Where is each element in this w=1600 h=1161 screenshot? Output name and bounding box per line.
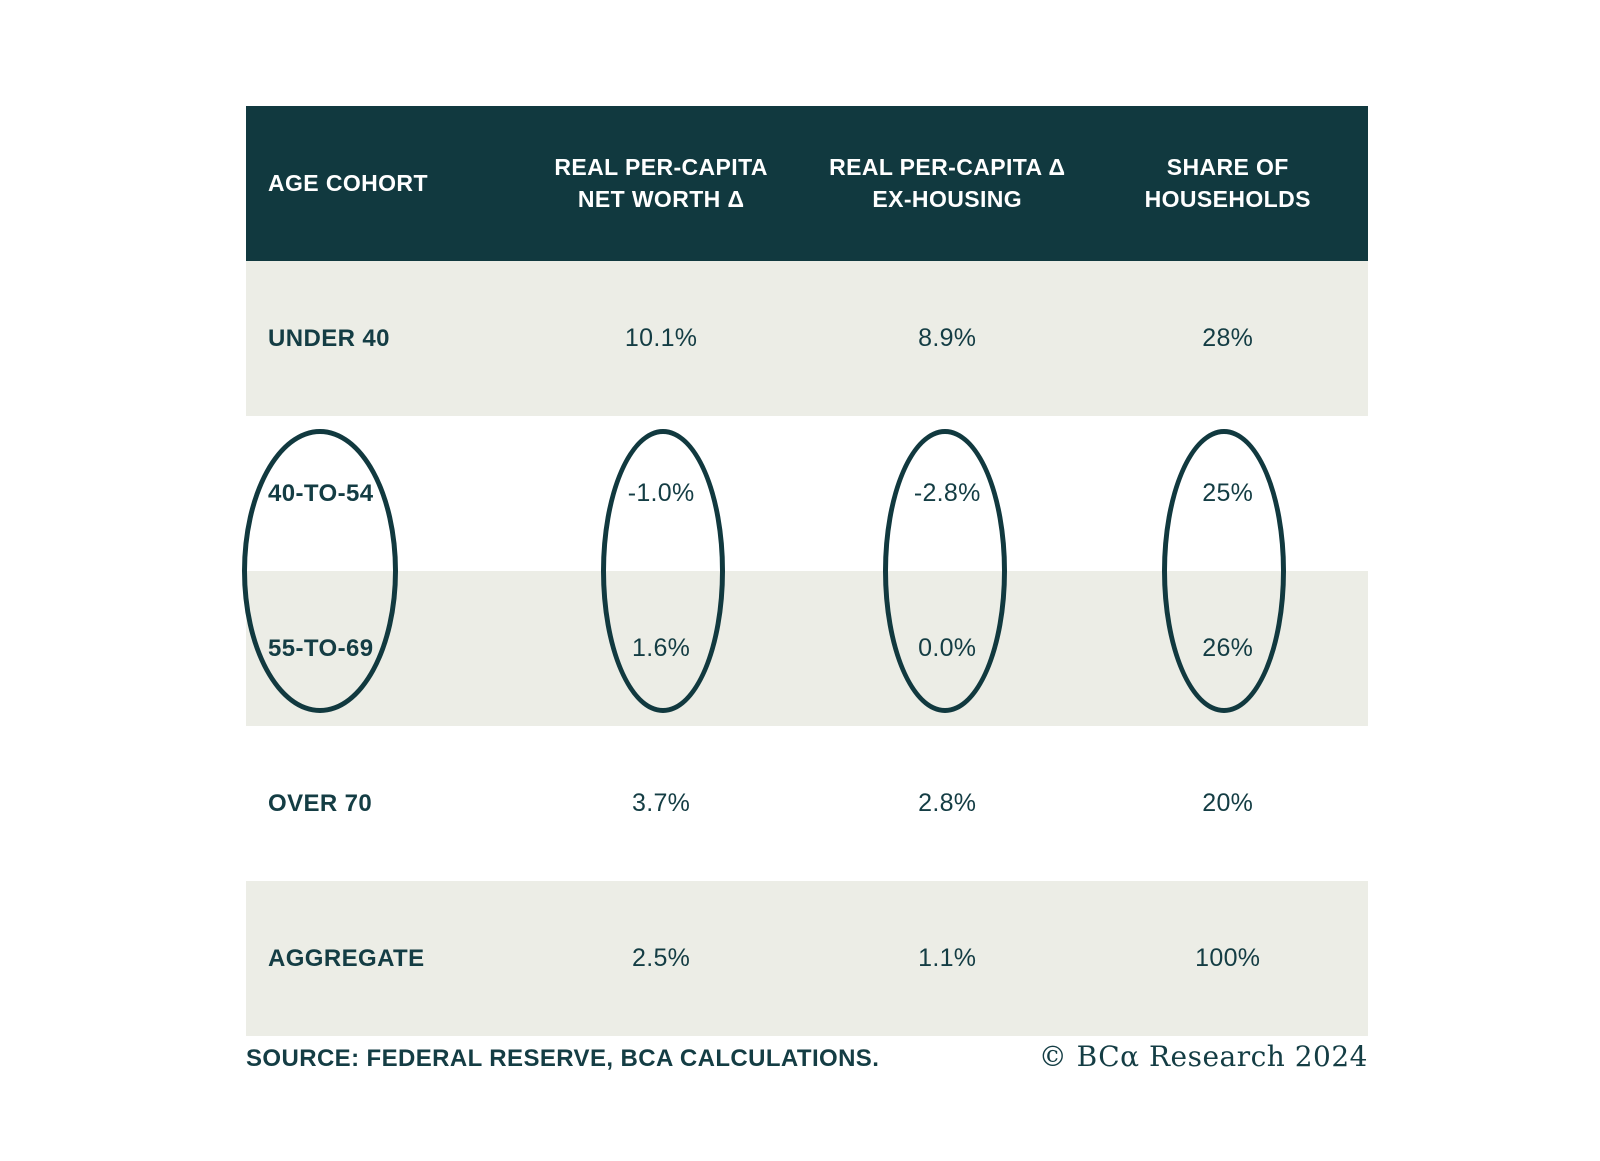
cohort-label: AGGREGATE xyxy=(268,944,425,972)
ex-housing-value: 8.9% xyxy=(918,324,977,352)
column-header-net-worth: REAL PER-CAPITA NET WORTH Δ xyxy=(554,154,768,212)
cohort-label: UNDER 40 xyxy=(268,324,390,352)
net-worth-value: 2.5% xyxy=(632,944,691,972)
share-value: 25% xyxy=(1202,479,1254,507)
cohort-label: 40-TO-54 xyxy=(268,479,374,507)
net-worth-value: 1.6% xyxy=(632,634,691,662)
cohort-table: AGE COHORT REAL PER-CAPITA NET WORTH Δ R… xyxy=(242,106,1368,1036)
table-row: 40-TO-54 -1.0% -2.8% 25% xyxy=(246,416,1368,571)
cohort-label: OVER 70 xyxy=(268,789,373,817)
table-row: UNDER 40 10.1% 8.9% 28% xyxy=(246,261,1368,416)
column-header-age-cohort: AGE COHORT xyxy=(268,169,428,196)
source-note: SOURCE: FEDERAL RESERVE, BCA CALCULATION… xyxy=(246,1045,880,1072)
footer: SOURCE: FEDERAL RESERVE, BCA CALCULATION… xyxy=(246,1040,1368,1073)
net-worth-value: -1.0% xyxy=(627,479,695,507)
share-value: 26% xyxy=(1202,634,1254,662)
table-header-row: AGE COHORT REAL PER-CAPITA NET WORTH Δ R… xyxy=(246,106,1368,261)
share-value: 20% xyxy=(1202,789,1254,817)
column-header-ex-housing: REAL PER-CAPITA Δ EX-HOUSING xyxy=(829,154,1066,212)
table-row: AGGREGATE 2.5% 1.1% 100% xyxy=(246,881,1368,1036)
bca-research-credit: © BCα Research 2024 xyxy=(1038,1040,1368,1073)
net-worth-value: 10.1% xyxy=(624,324,698,352)
ex-housing-value: -2.8% xyxy=(913,479,981,507)
net-worth-value: 3.7% xyxy=(632,789,691,817)
share-value: 28% xyxy=(1202,324,1254,352)
ex-housing-value: 1.1% xyxy=(918,944,977,972)
share-value: 100% xyxy=(1195,944,1261,972)
column-header-share-households: SHARE OF HOUSEHOLDS xyxy=(1144,154,1311,212)
table-row: OVER 70 3.7% 2.8% 20% xyxy=(246,726,1368,881)
table-row: 55-TO-69 1.6% 0.0% 26% xyxy=(246,571,1368,726)
ex-housing-value: 0.0% xyxy=(918,634,977,662)
cohort-label: 55-TO-69 xyxy=(268,634,374,662)
ex-housing-value: 2.8% xyxy=(918,789,977,817)
